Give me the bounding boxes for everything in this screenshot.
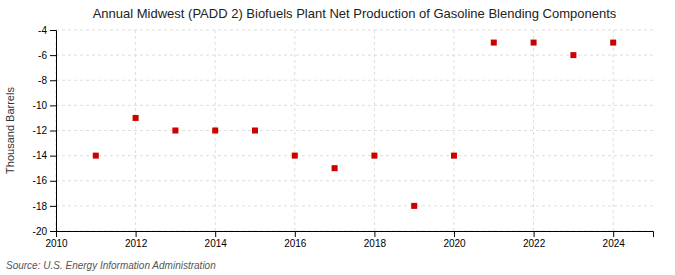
y-tick-mark <box>50 206 56 207</box>
y-grid-line <box>56 105 653 106</box>
y-grid-line <box>56 80 653 81</box>
y-grid-line <box>56 130 653 131</box>
x-tick: 2012 <box>125 231 148 249</box>
y-tick-label: -8 <box>38 75 47 86</box>
y-axis: -4 -6 -8 -10 -12 -14 -16 -18 -20 <box>33 25 57 237</box>
y-tick-label: -6 <box>38 50 47 61</box>
y-grid-line <box>56 180 653 181</box>
y-tick-label: -20 <box>33 226 48 237</box>
x-tick-mark <box>215 231 216 237</box>
x-tick: 2014 <box>205 231 228 249</box>
y-tick-mark <box>50 156 56 157</box>
grid <box>56 30 653 231</box>
x-tick: 2024 <box>603 231 626 249</box>
point <box>411 203 417 209</box>
y-tick-label: -16 <box>33 175 48 186</box>
y-grid-line <box>56 30 653 31</box>
y-tick-label: -14 <box>33 150 48 161</box>
x-tick-mark <box>374 231 375 237</box>
source: Source: U.S. Energy Information Administ… <box>6 260 216 271</box>
point <box>570 52 576 58</box>
y-tick-label: -12 <box>33 125 48 136</box>
y-tick: -12 <box>33 125 56 136</box>
point <box>332 165 338 171</box>
point <box>371 153 377 159</box>
x-tick-mark <box>136 231 137 237</box>
x-tick-label: 2022 <box>523 238 546 249</box>
x-tick-label: 2024 <box>603 238 626 249</box>
y-tick-mark <box>50 30 56 31</box>
y-tick-label: -4 <box>38 25 47 36</box>
y-tick-mark <box>50 80 56 81</box>
x-tick-mark <box>295 231 296 237</box>
point <box>133 115 139 121</box>
x-tick-label: 2014 <box>205 238 228 249</box>
point <box>451 153 457 159</box>
y-tick-mark <box>50 55 56 56</box>
y-tick-label: -10 <box>33 100 48 111</box>
y-tick: -10 <box>33 100 56 111</box>
y-tick: -20 <box>33 226 56 237</box>
x-grid-line <box>374 30 375 231</box>
x-grid-line <box>294 30 295 231</box>
y-tick-mark <box>50 105 56 106</box>
x-tick-label: 2012 <box>125 238 148 249</box>
point <box>531 40 537 46</box>
point <box>93 153 99 159</box>
point <box>212 128 218 134</box>
x-grid-line <box>454 30 455 231</box>
point <box>491 40 497 46</box>
y-grid-line <box>56 55 653 56</box>
point <box>292 153 298 159</box>
y-tick: -18 <box>33 201 56 212</box>
point <box>610 40 616 46</box>
x-tick-label: 2016 <box>284 238 307 249</box>
y-tick: -4 <box>38 25 56 36</box>
x-tick: 2020 <box>443 231 466 249</box>
x-tick: 2018 <box>364 231 387 249</box>
x-axis: 2010 2012 2014 2016 2018 2020 2022 2024 <box>45 231 653 249</box>
x-tick-mark <box>534 231 535 237</box>
x-tick-mark <box>454 231 455 237</box>
y-tick-mark <box>50 131 56 132</box>
x-tick-label: 2018 <box>364 238 387 249</box>
x-axis-line <box>57 232 654 238</box>
y-tick: -6 <box>38 50 56 61</box>
x-tick: 2022 <box>523 231 546 249</box>
x-tick-mark <box>613 231 614 237</box>
x-tick: 2010 <box>45 231 68 249</box>
x-grid-line <box>613 30 614 231</box>
x-grid-line <box>533 30 534 231</box>
y-tick: -16 <box>33 175 56 186</box>
points <box>93 40 616 209</box>
y-tick-label: -18 <box>33 201 48 212</box>
point <box>252 128 258 134</box>
y-grid-line <box>56 155 653 156</box>
x-grid-line <box>135 30 136 231</box>
y-axis-label: Thousand Barrels <box>4 87 16 174</box>
y-grid-line <box>56 205 653 206</box>
y-tick-mark <box>50 231 56 232</box>
y-tick-mark <box>50 181 56 182</box>
x-tick-label: 2010 <box>45 238 68 249</box>
x-tick: 2016 <box>284 231 307 249</box>
x-tick-label: 2020 <box>443 238 466 249</box>
point <box>172 128 178 134</box>
title: Annual Midwest (PADD 2) Biofuels Plant N… <box>93 6 617 21</box>
y-tick: -8 <box>38 75 56 86</box>
plot: 2010 2012 2014 2016 2018 2020 2022 2024 -4 -6 -8 -1… <box>33 25 654 249</box>
chart: 2010 2012 2014 2016 2018 2020 2022 2024 -4 -6 -8 -1… <box>0 0 675 275</box>
y-axis-line <box>50 31 57 232</box>
y-tick: -14 <box>33 150 56 161</box>
